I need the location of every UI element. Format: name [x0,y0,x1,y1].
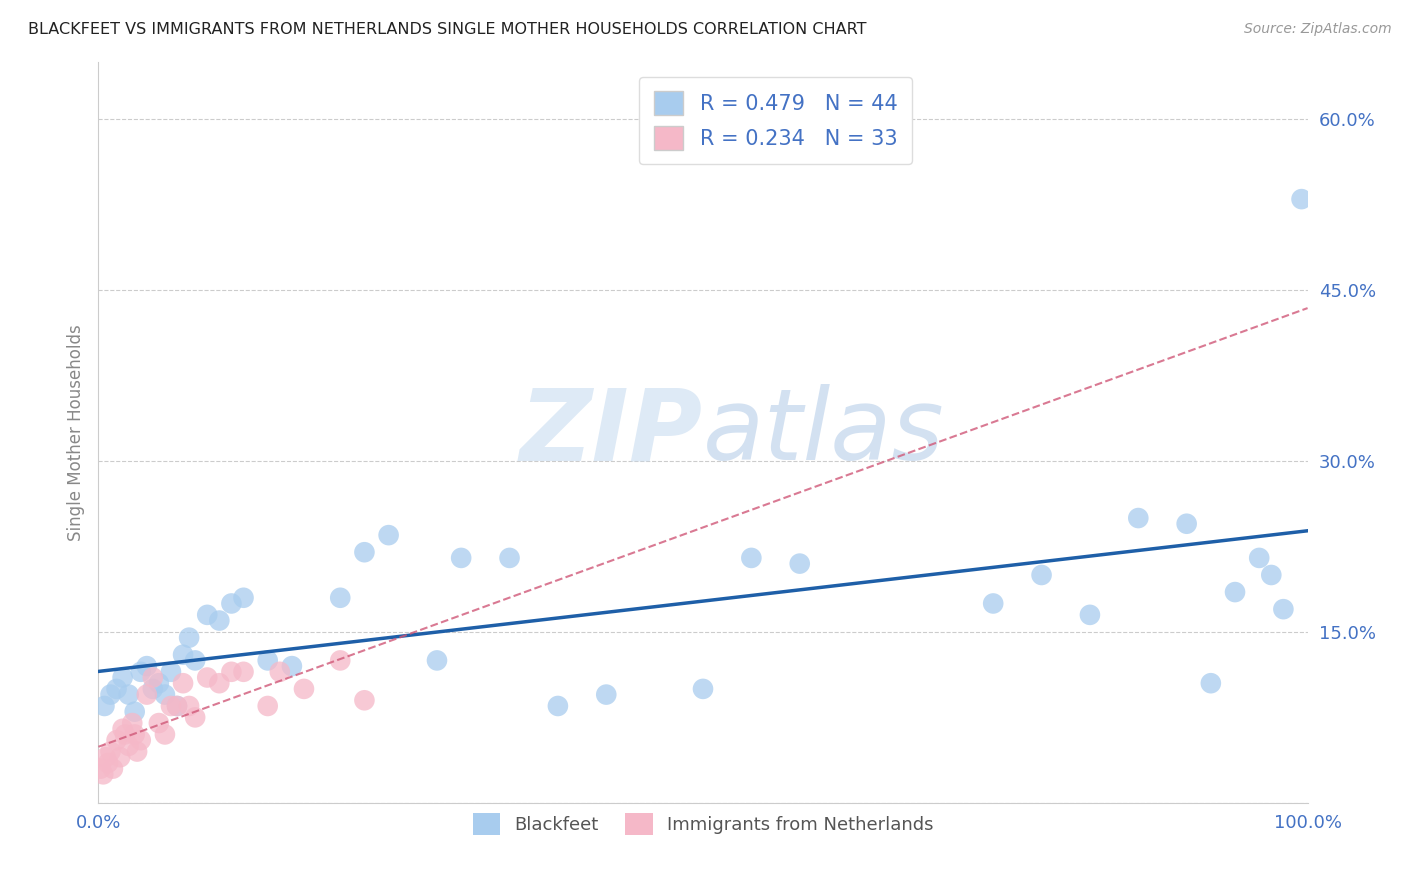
Point [153,688,176,702]
Point [329,653,352,667]
Point [172,648,194,662]
Point [1272,602,1295,616]
Point [121,716,143,731]
Point [179,698,201,713]
Point [94,750,117,764]
Point [195,607,218,622]
Point [100,688,122,702]
Point [232,591,254,605]
Point [498,550,520,565]
Point [1260,568,1282,582]
Point [195,671,218,685]
Point [129,733,152,747]
Point [221,597,243,611]
Point [124,727,146,741]
Y-axis label: Single Mother Households: Single Mother Households [66,325,84,541]
Point [256,698,278,713]
Point [292,681,315,696]
Point [269,665,291,679]
Point [166,698,188,713]
Point [595,688,617,702]
Point [353,693,375,707]
Text: Source: ZipAtlas.com: Source: ZipAtlas.com [1244,22,1392,37]
Point [740,550,762,565]
Text: BLACKFEET VS IMMIGRANTS FROM NETHERLANDS SINGLE MOTHER HOUSEHOLDS CORRELATION CH: BLACKFEET VS IMMIGRANTS FROM NETHERLANDS… [28,22,866,37]
Point [127,745,149,759]
Legend: Blackfeet, Immigrants from Netherlands: Blackfeet, Immigrants from Netherlands [465,805,941,842]
Point [111,722,134,736]
Point [450,550,472,565]
Point [124,705,146,719]
Point [129,665,152,679]
Point [208,676,231,690]
Point [179,631,201,645]
Point [353,545,375,559]
Point [101,762,124,776]
Point [118,739,141,753]
Point [208,614,231,628]
Point [93,698,115,713]
Point [153,727,176,741]
Point [114,727,136,741]
Point [1249,550,1271,565]
Point [148,676,170,690]
Point [142,681,165,696]
Point [221,665,243,679]
Point [135,659,157,673]
Text: ZIP: ZIP [520,384,703,481]
Point [111,671,134,685]
Point [142,671,165,685]
Point [184,653,207,667]
Point [91,767,114,781]
Point [789,557,811,571]
Point [160,665,183,679]
Point [105,681,128,696]
Point [1128,511,1150,525]
Point [1175,516,1198,531]
Point [135,688,157,702]
Point [1199,676,1222,690]
Point [426,653,449,667]
Point [1031,568,1053,582]
Point [232,665,254,679]
Point [1291,192,1313,206]
Point [172,676,194,690]
Point [377,528,399,542]
Point [100,745,122,759]
Point [166,698,188,713]
Point [256,653,278,667]
Point [281,659,304,673]
Point [692,681,714,696]
Point [105,733,128,747]
Point [184,710,207,724]
Point [97,756,120,770]
Point [148,716,170,731]
Point [1223,585,1246,599]
Point [981,597,1004,611]
Point [118,688,141,702]
Point [160,698,183,713]
Point [90,762,112,776]
Point [329,591,352,605]
Point [547,698,569,713]
Point [1078,607,1101,622]
Text: atlas: atlas [703,384,945,481]
Point [108,750,131,764]
